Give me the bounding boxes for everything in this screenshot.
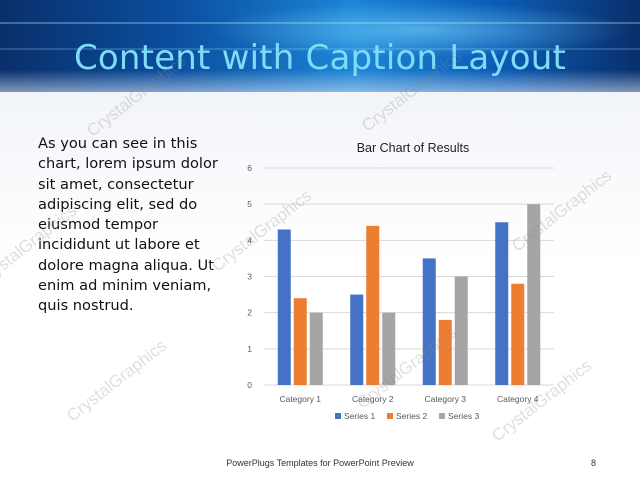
page-number: 8 — [590, 458, 596, 468]
bar — [293, 298, 307, 385]
bar — [438, 319, 452, 385]
legend-label: Series 2 — [396, 411, 427, 421]
x-tick-label: Category 2 — [352, 394, 394, 404]
y-tick-label: 5 — [247, 199, 252, 209]
x-tick-label: Category 3 — [424, 394, 466, 404]
title-banner — [0, 0, 640, 92]
legend-label: Series 3 — [448, 411, 479, 421]
y-tick-label: 1 — [247, 344, 252, 354]
bar — [366, 225, 380, 385]
x-tick-label: Category 1 — [279, 394, 321, 404]
bar — [454, 276, 468, 385]
bar — [527, 204, 541, 385]
watermark-text: CrystalGraphics — [63, 336, 170, 425]
y-tick-label: 6 — [247, 163, 252, 173]
footer-text: PowerPlugs Templates for PowerPoint Prev… — [226, 458, 414, 468]
bar — [382, 312, 396, 385]
slide-title[interactable]: Content with Caption Layout — [73, 38, 567, 78]
legend-swatch — [387, 413, 393, 419]
legend-label: Series 1 — [344, 411, 375, 421]
bar — [495, 222, 509, 385]
banner-streak — [0, 22, 640, 24]
bar — [422, 258, 436, 385]
legend-swatch — [439, 413, 445, 419]
chart-title: Bar Chart of Results — [357, 141, 470, 155]
bar-chart[interactable]: Bar Chart of Results 0 1 2 3 4 5 6 Category 1 Cat… — [228, 130, 568, 430]
legend-swatch — [335, 413, 341, 419]
y-tick-label: 3 — [247, 272, 252, 282]
banner-streak — [0, 48, 640, 50]
bar — [309, 312, 323, 385]
x-tick-label: Category 4 — [497, 394, 539, 404]
bar — [277, 229, 291, 385]
caption-text[interactable]: As you can see in this chart, lorem ipsu… — [38, 135, 218, 315]
y-tick-label: 2 — [247, 308, 252, 318]
bar — [511, 283, 525, 385]
bar — [350, 294, 364, 385]
banner-fade — [0, 70, 640, 92]
y-tick-label: 0 — [247, 380, 252, 390]
y-tick-label: 4 — [247, 235, 252, 245]
